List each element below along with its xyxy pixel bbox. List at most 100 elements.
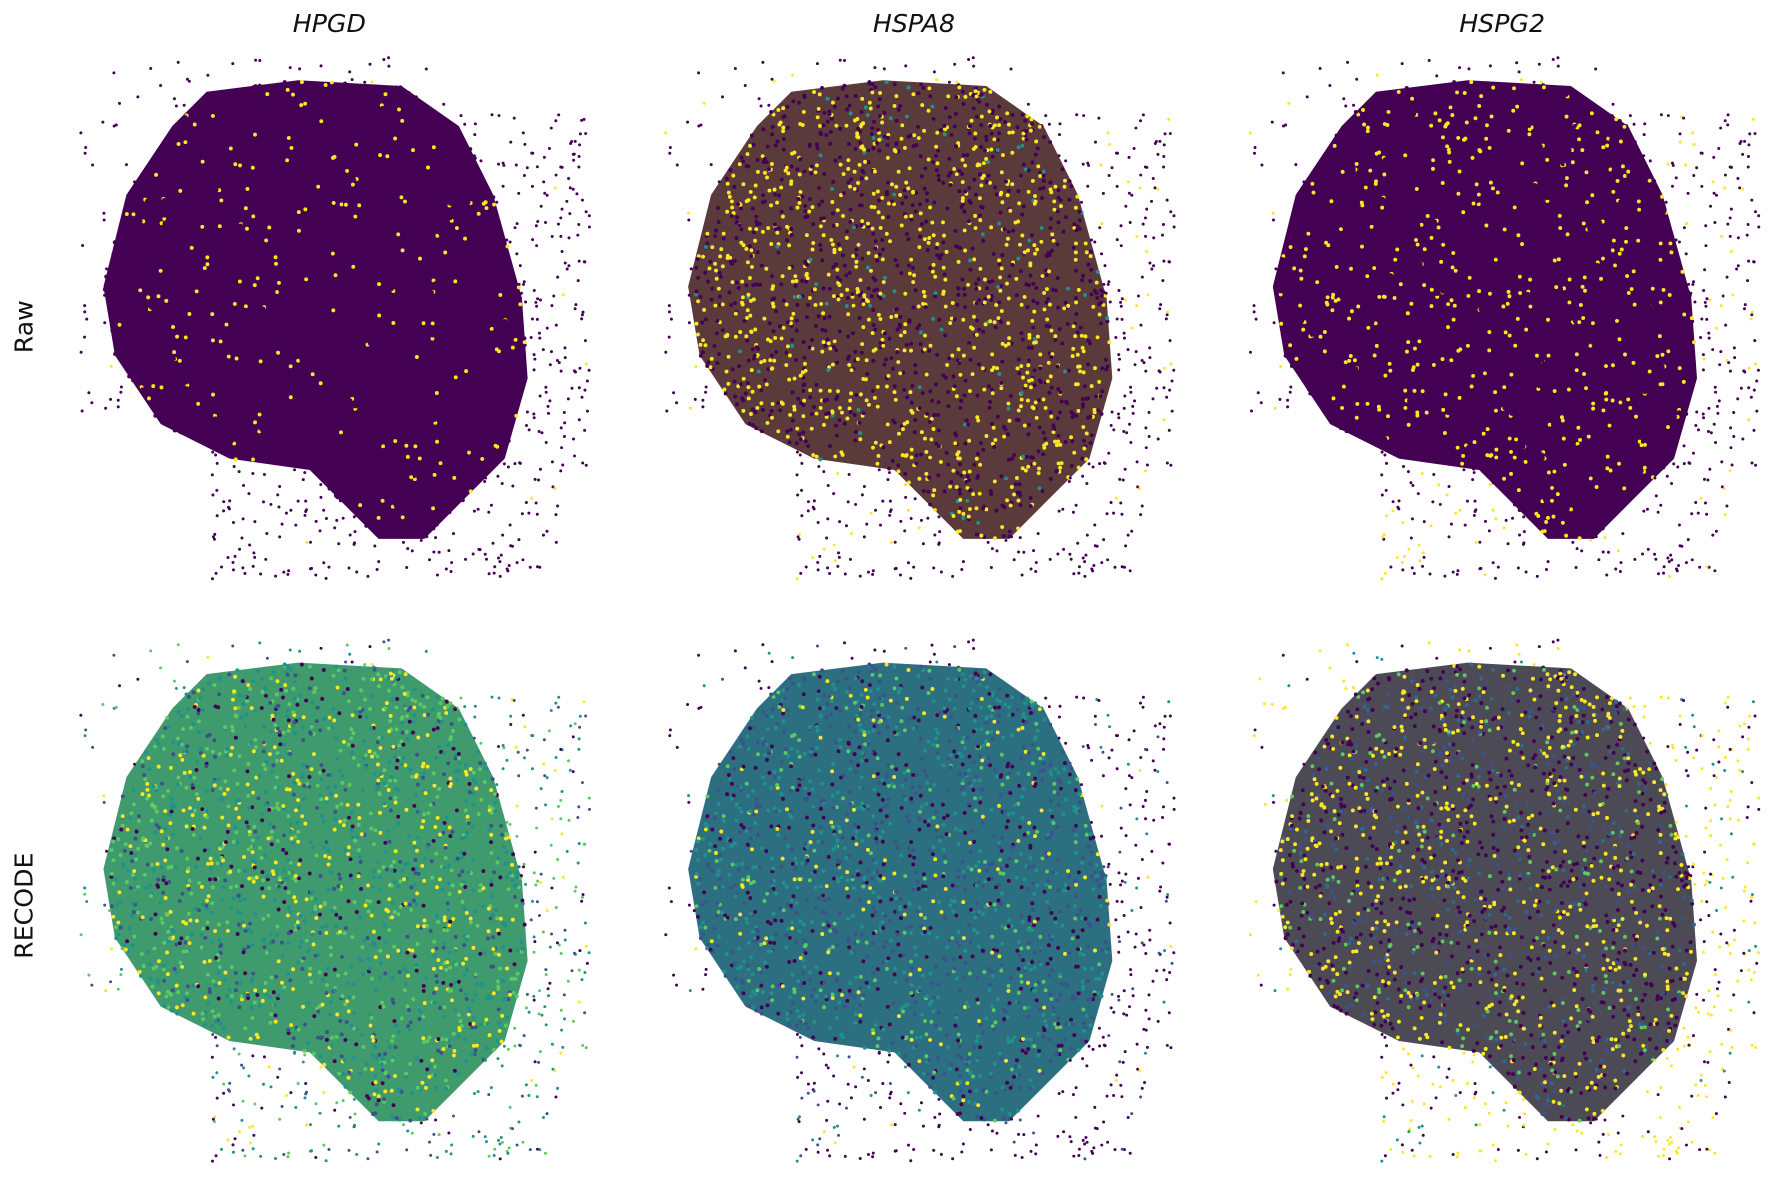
cell-point xyxy=(419,302,423,306)
cell-point xyxy=(536,297,539,300)
cell-point xyxy=(464,558,467,561)
cell-point xyxy=(415,322,419,326)
cell-point xyxy=(308,404,312,408)
cell-point xyxy=(248,105,252,109)
cell-point xyxy=(286,88,290,92)
cell-point xyxy=(890,508,893,511)
cell-point xyxy=(505,238,508,241)
cell-point xyxy=(721,328,725,332)
cell-point xyxy=(388,300,392,304)
cell-point xyxy=(393,373,397,377)
cell-point xyxy=(145,393,149,397)
cell-point xyxy=(883,331,887,335)
cell-point xyxy=(433,473,437,477)
cell-point xyxy=(836,97,840,101)
cell-point xyxy=(486,450,490,454)
cell-point xyxy=(497,220,501,224)
cell-point xyxy=(155,228,159,232)
cell-point xyxy=(522,336,526,340)
cell-point xyxy=(1541,293,1545,297)
cell-point xyxy=(205,262,209,266)
cell-point xyxy=(1033,194,1037,198)
cell-point xyxy=(870,132,874,136)
cell-point xyxy=(312,302,316,306)
cell-point xyxy=(1020,144,1024,148)
cell-point xyxy=(730,205,734,209)
cell-point xyxy=(976,393,980,397)
cell-point xyxy=(918,202,922,206)
cell-point xyxy=(175,105,178,108)
cell-point xyxy=(954,433,958,437)
cell-point xyxy=(802,383,806,387)
cell-point xyxy=(906,186,910,190)
cell-point xyxy=(1416,363,1420,367)
cell-point xyxy=(934,382,938,386)
cell-point xyxy=(371,516,375,520)
cell-point xyxy=(455,149,459,153)
cell-point xyxy=(945,250,949,254)
cell-point xyxy=(1423,406,1427,410)
cell-point xyxy=(844,273,848,277)
cell-point xyxy=(146,205,150,209)
cell-point xyxy=(362,325,366,329)
cell-point xyxy=(1371,344,1375,348)
cell-point xyxy=(828,389,832,393)
cell-point xyxy=(948,321,952,325)
cell-point xyxy=(362,290,366,294)
cell-point xyxy=(842,84,846,88)
cell-point xyxy=(1374,164,1378,168)
cell-point xyxy=(215,215,219,219)
cell-point xyxy=(903,292,907,296)
cell-point xyxy=(454,446,458,450)
cell-point xyxy=(894,541,897,544)
cell-point xyxy=(917,323,921,327)
cell-point xyxy=(953,229,957,233)
cell-point xyxy=(243,123,247,127)
cell-point xyxy=(195,289,199,293)
cell-point xyxy=(816,146,820,150)
cell-point xyxy=(134,198,138,202)
cell-point xyxy=(923,437,927,441)
cell-point xyxy=(1557,147,1561,151)
cell-point xyxy=(806,444,810,448)
cell-point xyxy=(219,209,223,213)
cell-point xyxy=(1122,430,1125,433)
cell-point xyxy=(335,495,339,499)
cell-point xyxy=(150,215,154,219)
cell-point xyxy=(1056,552,1059,555)
cell-point xyxy=(284,103,288,107)
cell-point xyxy=(858,421,862,425)
cell-point xyxy=(520,292,523,295)
cell-point xyxy=(325,214,329,218)
cell-point xyxy=(814,324,818,328)
cell-point xyxy=(538,337,541,340)
cell-point xyxy=(950,133,954,137)
cell-point xyxy=(860,123,864,127)
cell-point xyxy=(1367,299,1371,303)
cell-point xyxy=(1080,334,1084,338)
cell-point xyxy=(280,269,284,273)
cell-point xyxy=(469,154,473,158)
cell-point xyxy=(1517,413,1521,417)
cell-point xyxy=(279,245,283,249)
cell-point xyxy=(871,276,875,280)
cell-point xyxy=(1012,493,1016,497)
cell-point xyxy=(757,369,761,373)
cell-point xyxy=(1155,387,1158,390)
cell-point xyxy=(246,187,250,191)
cell-point xyxy=(230,110,234,114)
cell-point xyxy=(177,166,181,170)
cell-point xyxy=(525,501,528,504)
cell-point xyxy=(1001,342,1005,346)
cell-point xyxy=(1057,461,1061,465)
cell-point xyxy=(367,306,371,310)
cell-point xyxy=(699,295,703,299)
cell-point xyxy=(235,357,239,361)
cell-point xyxy=(1064,400,1068,404)
cell-point xyxy=(427,150,431,154)
cell-point xyxy=(574,303,577,306)
cell-point xyxy=(396,493,400,497)
cell-point xyxy=(218,131,222,135)
cell-point xyxy=(568,212,571,215)
cell-point xyxy=(162,373,166,377)
